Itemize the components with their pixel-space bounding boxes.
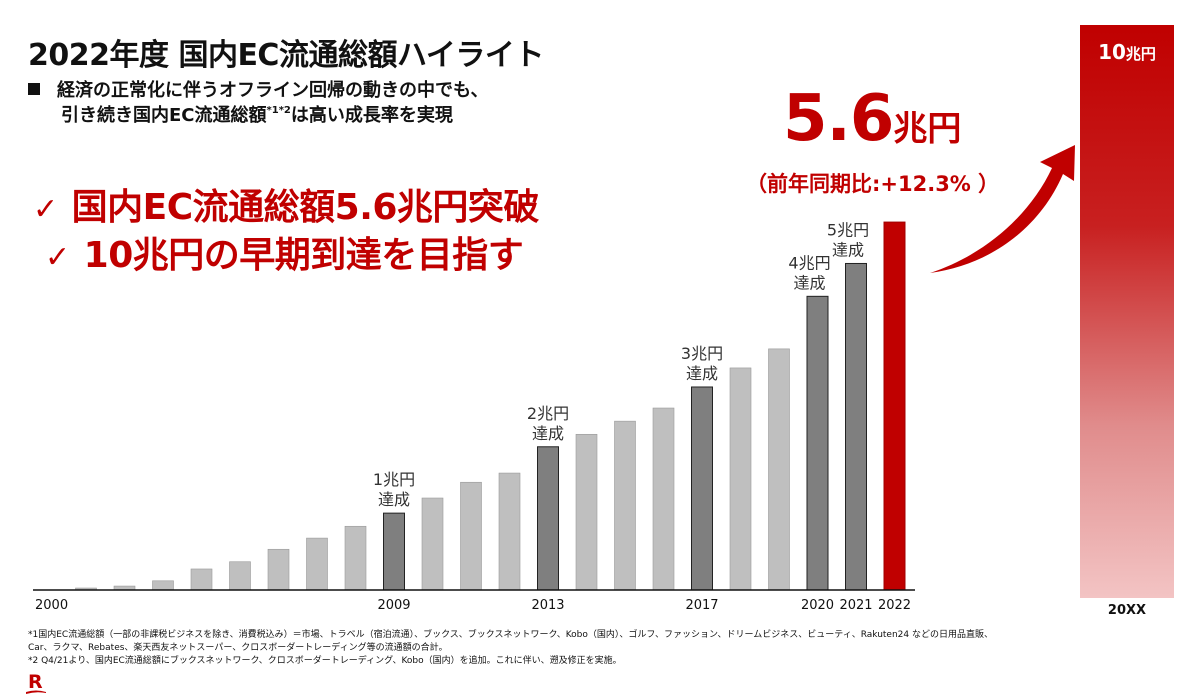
milestone-label: 3兆円 xyxy=(681,344,723,363)
x-tick-label: 2022 xyxy=(878,598,911,613)
highlight-unit: 兆円 xyxy=(893,109,962,149)
bar-2016 xyxy=(652,407,675,591)
bar-2017 xyxy=(691,386,713,591)
bar-2005 xyxy=(229,561,251,591)
bar-2020 xyxy=(806,295,829,591)
svg-text:R: R xyxy=(28,671,43,693)
x-tick-label: 2009 xyxy=(377,598,410,613)
rakuten-logo: R xyxy=(26,671,46,694)
bar-2007 xyxy=(306,537,328,591)
bar-2019 xyxy=(768,348,790,591)
goal-bar xyxy=(1080,25,1174,598)
footnote-1: *1国内EC流通総額（一部の非課税ビジネスを除き、消費税込み）＝市場、トラベル（… xyxy=(28,630,993,640)
subtitle-line-1: 経済の正常化に伴うオフライン回帰の動きの中でも、 xyxy=(28,76,488,102)
checkmark-icon: ✓ xyxy=(33,192,58,227)
milestone-label: 達成 xyxy=(378,490,410,509)
bar-2021 xyxy=(845,262,867,591)
bar-2018 xyxy=(729,367,752,591)
bar-2004 xyxy=(190,568,213,591)
yoy-growth: （前年同期比:+12.3% ） xyxy=(746,172,1000,196)
bar-2010 xyxy=(421,497,444,591)
goal-value: 10 xyxy=(1098,40,1126,64)
footnote-ref: *1*2 xyxy=(266,105,291,116)
milestone-label: 4兆円 xyxy=(788,253,830,272)
check-text-2: 10兆円の早期到達を目指す xyxy=(83,235,524,276)
check-text-1: 国内EC流通総額5.6兆円突破 xyxy=(71,187,540,228)
milestone-label: 2兆円 xyxy=(527,404,569,423)
page-title: 2022年度 国内EC流通総額ハイライト xyxy=(28,38,544,73)
check-item-1: ✓ 国内EC流通総額5.6兆円突破 xyxy=(33,178,539,230)
footnote-2: Car、ラクマ、Rebates、楽天西友ネットスーパー、クロスボーダートレーディ… xyxy=(28,643,448,653)
bar-2011 xyxy=(460,481,482,591)
bar-2008 xyxy=(344,525,367,591)
milestone-label: 1兆円 xyxy=(373,470,415,489)
square-bullet-icon xyxy=(28,83,40,95)
bar-2014 xyxy=(575,433,598,591)
x-tick-label: 2020 xyxy=(801,598,834,613)
bar-2012 xyxy=(498,472,521,591)
subtitle-text-1: 経済の正常化に伴うオフライン回帰の動きの中でも、 xyxy=(57,80,489,101)
bar-2009 xyxy=(383,512,405,591)
subtitle-line-2: 引き続き国内EC流通総額*1*2は高い成長率を実現 xyxy=(61,101,453,127)
bar-2003 xyxy=(152,580,174,591)
milestone-label: 5兆円 xyxy=(827,220,869,239)
goal-year-label: 20XX xyxy=(1107,603,1147,618)
checkmark-icon: ✓ xyxy=(45,240,70,275)
growth-arrow-icon xyxy=(930,145,1075,273)
bar-2006 xyxy=(267,548,290,591)
bar-2013 xyxy=(537,446,559,591)
milestone-label: 達成 xyxy=(532,424,564,443)
footnote-3: *2 Q4/21より、国内EC流通総額にブックスネットワーク、クロスボーダートレ… xyxy=(28,656,622,666)
x-tick-label: 2021 xyxy=(839,598,872,613)
bar-2022 xyxy=(883,221,906,591)
goal-unit: 兆円 xyxy=(1125,45,1156,63)
milestone-label: 達成 xyxy=(832,240,864,259)
goal-label: 10兆円 xyxy=(1080,40,1174,64)
x-tick-label: 2017 xyxy=(685,598,718,613)
milestone-label: 達成 xyxy=(686,364,718,383)
highlight-value: 5.6兆円 xyxy=(783,82,961,156)
highlight-number: 5.6 xyxy=(783,82,894,156)
milestone-label: 達成 xyxy=(793,273,825,292)
x-tick-label: 2013 xyxy=(531,598,564,613)
subtitle-text-2a: 引き続き国内EC流通総額 xyxy=(61,105,267,126)
bar-2015 xyxy=(614,420,636,591)
check-item-2: ✓ 10兆円の早期到達を目指す xyxy=(45,226,524,278)
subtitle-text-2b: は高い成長率を実現 xyxy=(290,105,453,126)
x-tick-label: 2000 xyxy=(35,598,68,613)
